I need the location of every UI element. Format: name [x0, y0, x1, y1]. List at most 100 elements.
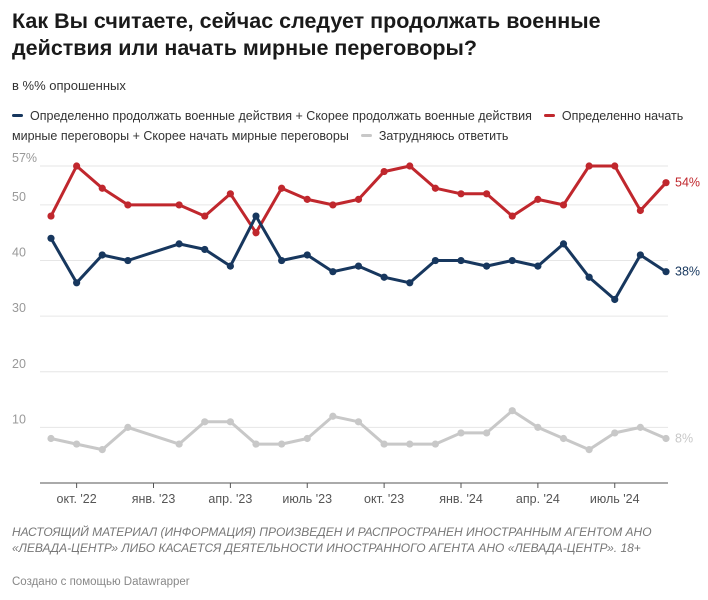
x-tick-label-5: янв. '24	[439, 492, 483, 506]
series-0-point-19	[559, 240, 568, 248]
series-line-2	[49, 409, 668, 452]
legend-label-negotiate: Определенно начать мирные переговоры + С…	[12, 109, 684, 143]
series-0-point-17	[508, 256, 516, 265]
series-0-point-1	[73, 279, 81, 287]
series-2-point-5	[201, 418, 209, 426]
series-1-point-20	[585, 162, 593, 170]
series-1-point-14	[431, 184, 439, 192]
series-0-point-0	[47, 234, 55, 242]
series-1-point-22	[636, 206, 644, 215]
series-0-point-8	[278, 256, 286, 265]
series-1-point-12	[380, 167, 388, 176]
series-2-point-22	[636, 423, 644, 431]
series-0-point-20	[585, 273, 593, 281]
series-2-point-14	[431, 440, 439, 448]
series-end-label-0: 38%	[675, 265, 700, 279]
series-0-point-15	[457, 256, 465, 265]
series-2-point-8	[278, 440, 286, 448]
series-2-point-10	[329, 412, 337, 420]
series-1-point-16	[483, 190, 491, 198]
series-2-point-2	[98, 446, 106, 454]
series-2-point-21	[611, 429, 619, 437]
series-1-point-11	[354, 195, 363, 203]
series-0-point-21	[611, 295, 619, 304]
series-1-point-7	[252, 229, 260, 237]
series-0-point-12	[380, 273, 388, 281]
legend: Определенно продолжать военные действия …	[12, 106, 702, 146]
y-tick-label-10: 10	[12, 412, 26, 426]
x-tick-label-1: янв. '23	[132, 492, 176, 506]
series-2-point-4	[175, 440, 183, 448]
series-2-point-19	[559, 434, 568, 443]
series-1-point-0	[47, 212, 55, 220]
series-0-point-9	[303, 251, 311, 259]
series-0-point-6	[226, 262, 234, 270]
x-tick-label-6: апр. '24	[516, 492, 560, 506]
foreign-agent-notice: НАСТОЯЩИЙ МАТЕРИАЛ (ИНФОРМАЦИЯ) ПРОИЗВЕД…	[12, 525, 652, 555]
series-2-point-9	[303, 434, 311, 443]
series-1-point-8	[278, 184, 286, 192]
series-0-point-2	[98, 251, 106, 259]
series-2-point-15	[457, 429, 465, 437]
series-0-point-22	[636, 251, 644, 259]
series-0-point-13	[406, 279, 414, 287]
series-1-point-15	[457, 190, 465, 198]
x-tick-label-7: июль '24	[590, 492, 640, 506]
chart-title: Как Вы считаете, сейчас следует продолжа…	[12, 9, 601, 60]
series-2-point-16	[483, 429, 491, 437]
series-2-point-20	[585, 446, 593, 454]
line-chart: 10 20 30 40 50 57% окт. '22 янв. '23 апр. '23 июл…	[12, 151, 700, 506]
legend-item-undecided: Затрудняюсь ответить	[360, 129, 509, 143]
series-0-point-23	[662, 268, 670, 276]
series-end-label-2: 8%	[675, 432, 693, 446]
series-1-point-3	[124, 201, 132, 209]
series-0-point-16	[483, 262, 491, 270]
x-tick-label-4: окт. '23	[364, 492, 404, 506]
datawrapper-credit: Создано с помощью Datawrapper	[12, 576, 190, 588]
series-2-point-13	[406, 440, 414, 448]
series-2-point-0	[47, 434, 55, 443]
series-1-point-18	[534, 195, 542, 203]
series-1-point-2	[98, 184, 106, 192]
series-0-point-4	[175, 240, 183, 248]
series-0-point-7	[252, 212, 260, 220]
series-1-point-5	[201, 212, 209, 220]
series-line-0	[49, 214, 668, 301]
series-1-point-13	[406, 162, 414, 170]
legend-item-negotiate: Определенно начать мирные переговоры + С…	[12, 109, 683, 143]
series-0-point-11	[354, 262, 363, 270]
x-tick-label-0: окт. '22	[57, 492, 97, 506]
series-end-label-1: 54%	[675, 176, 700, 190]
series-2-point-17	[508, 407, 516, 415]
y-tick-label-20: 20	[12, 357, 26, 371]
series-2-point-12	[380, 440, 388, 448]
y-tick-label-57: 57%	[12, 151, 37, 165]
series-1-point-10	[329, 201, 337, 209]
series-1-point-23	[662, 179, 670, 187]
series-1-point-9	[303, 195, 311, 203]
y-tick-label-30: 30	[12, 301, 26, 315]
y-tick-label-40: 40	[12, 246, 26, 260]
series-2-point-7	[252, 440, 260, 448]
series-1-point-17	[508, 212, 516, 220]
series-2-point-11	[354, 418, 363, 426]
series-0-point-5	[201, 245, 209, 254]
legend-swatch-negotiate	[543, 114, 555, 118]
x-tick-label-3: июль '23	[282, 492, 332, 506]
series-1-point-6	[226, 190, 234, 198]
series-2-point-6	[226, 418, 234, 426]
series-2-point-1	[73, 440, 81, 448]
series-0-point-3	[124, 256, 132, 265]
legend-label-continue: Определенно продолжать военные действия …	[30, 109, 532, 123]
series-1-point-1	[73, 162, 81, 170]
x-tick-label-2: апр. '23	[208, 492, 252, 506]
series-2-point-23	[662, 434, 670, 443]
chart-subtitle: в %% опрошенных	[12, 78, 126, 93]
series-2-point-18	[534, 423, 542, 431]
series-2-point-3	[124, 423, 132, 431]
series-0-point-14	[431, 256, 439, 265]
legend-label-undecided: Затрудняюсь ответить	[378, 129, 509, 143]
series-1-point-19	[559, 201, 568, 209]
legend-swatch-undecided	[360, 134, 372, 138]
series-line-1	[49, 164, 668, 235]
